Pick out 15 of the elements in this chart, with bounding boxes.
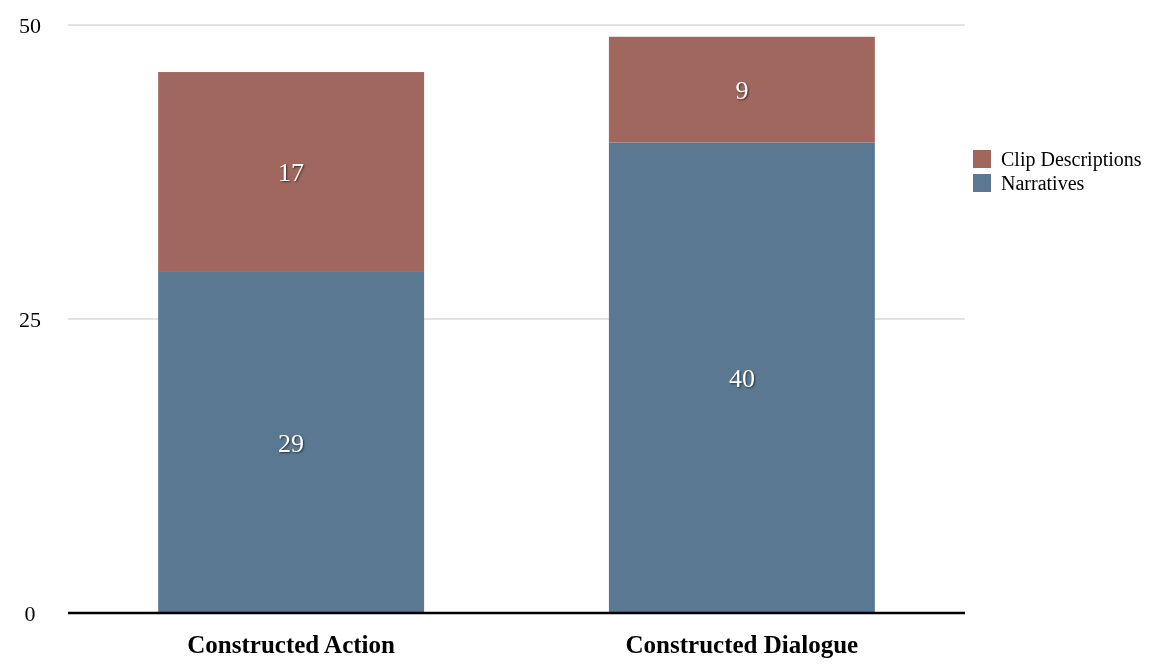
bar — [608, 142, 875, 613]
data-label: 9 — [735, 75, 749, 105]
x-tick-label: Constructed Dialogue — [625, 631, 859, 658]
bar — [608, 36, 875, 143]
bar — [158, 271, 425, 613]
bar — [158, 72, 425, 272]
y-tick-label: 25 — [19, 306, 41, 332]
data-label: 17 — [278, 158, 305, 188]
data-label: 40 — [728, 363, 755, 393]
legend-label: Clip Descriptions — [1001, 148, 1142, 171]
y-tick-label: 0 — [24, 600, 36, 626]
y-tick-label: 50 — [19, 12, 41, 38]
x-tick-label: Constructed Action — [187, 631, 396, 658]
data-label: 29 — [278, 428, 305, 458]
legend-label: Narratives — [1001, 172, 1085, 194]
